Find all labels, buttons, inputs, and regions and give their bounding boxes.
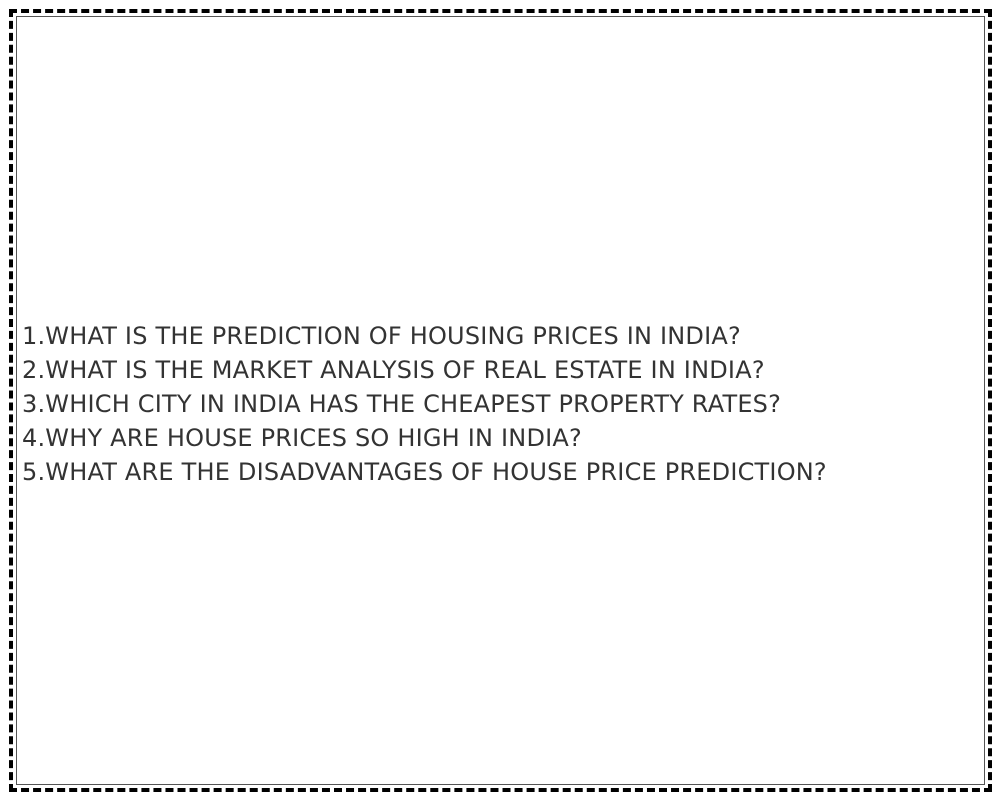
inner-frame: 1.WHAT IS THE PREDICTION OF HOUSING PRIC… (16, 16, 985, 785)
question-item-5: 5.WHAT ARE THE DISADVANTAGES OF HOUSE PR… (22, 458, 827, 486)
question-list: 1.WHAT IS THE PREDICTION OF HOUSING PRIC… (22, 319, 827, 489)
question-item-1: 1.WHAT IS THE PREDICTION OF HOUSING PRIC… (22, 322, 741, 350)
question-item-2: 2.WHAT IS THE MARKET ANALYSIS OF REAL ES… (22, 356, 765, 384)
question-item-4: 4.WHY ARE HOUSE PRICES SO HIGH IN INDIA? (22, 424, 582, 452)
question-item-3: 3.WHICH CITY IN INDIA HAS THE CHEAPEST P… (22, 390, 782, 418)
outer-dashed-frame: 1.WHAT IS THE PREDICTION OF HOUSING PRIC… (9, 9, 992, 792)
